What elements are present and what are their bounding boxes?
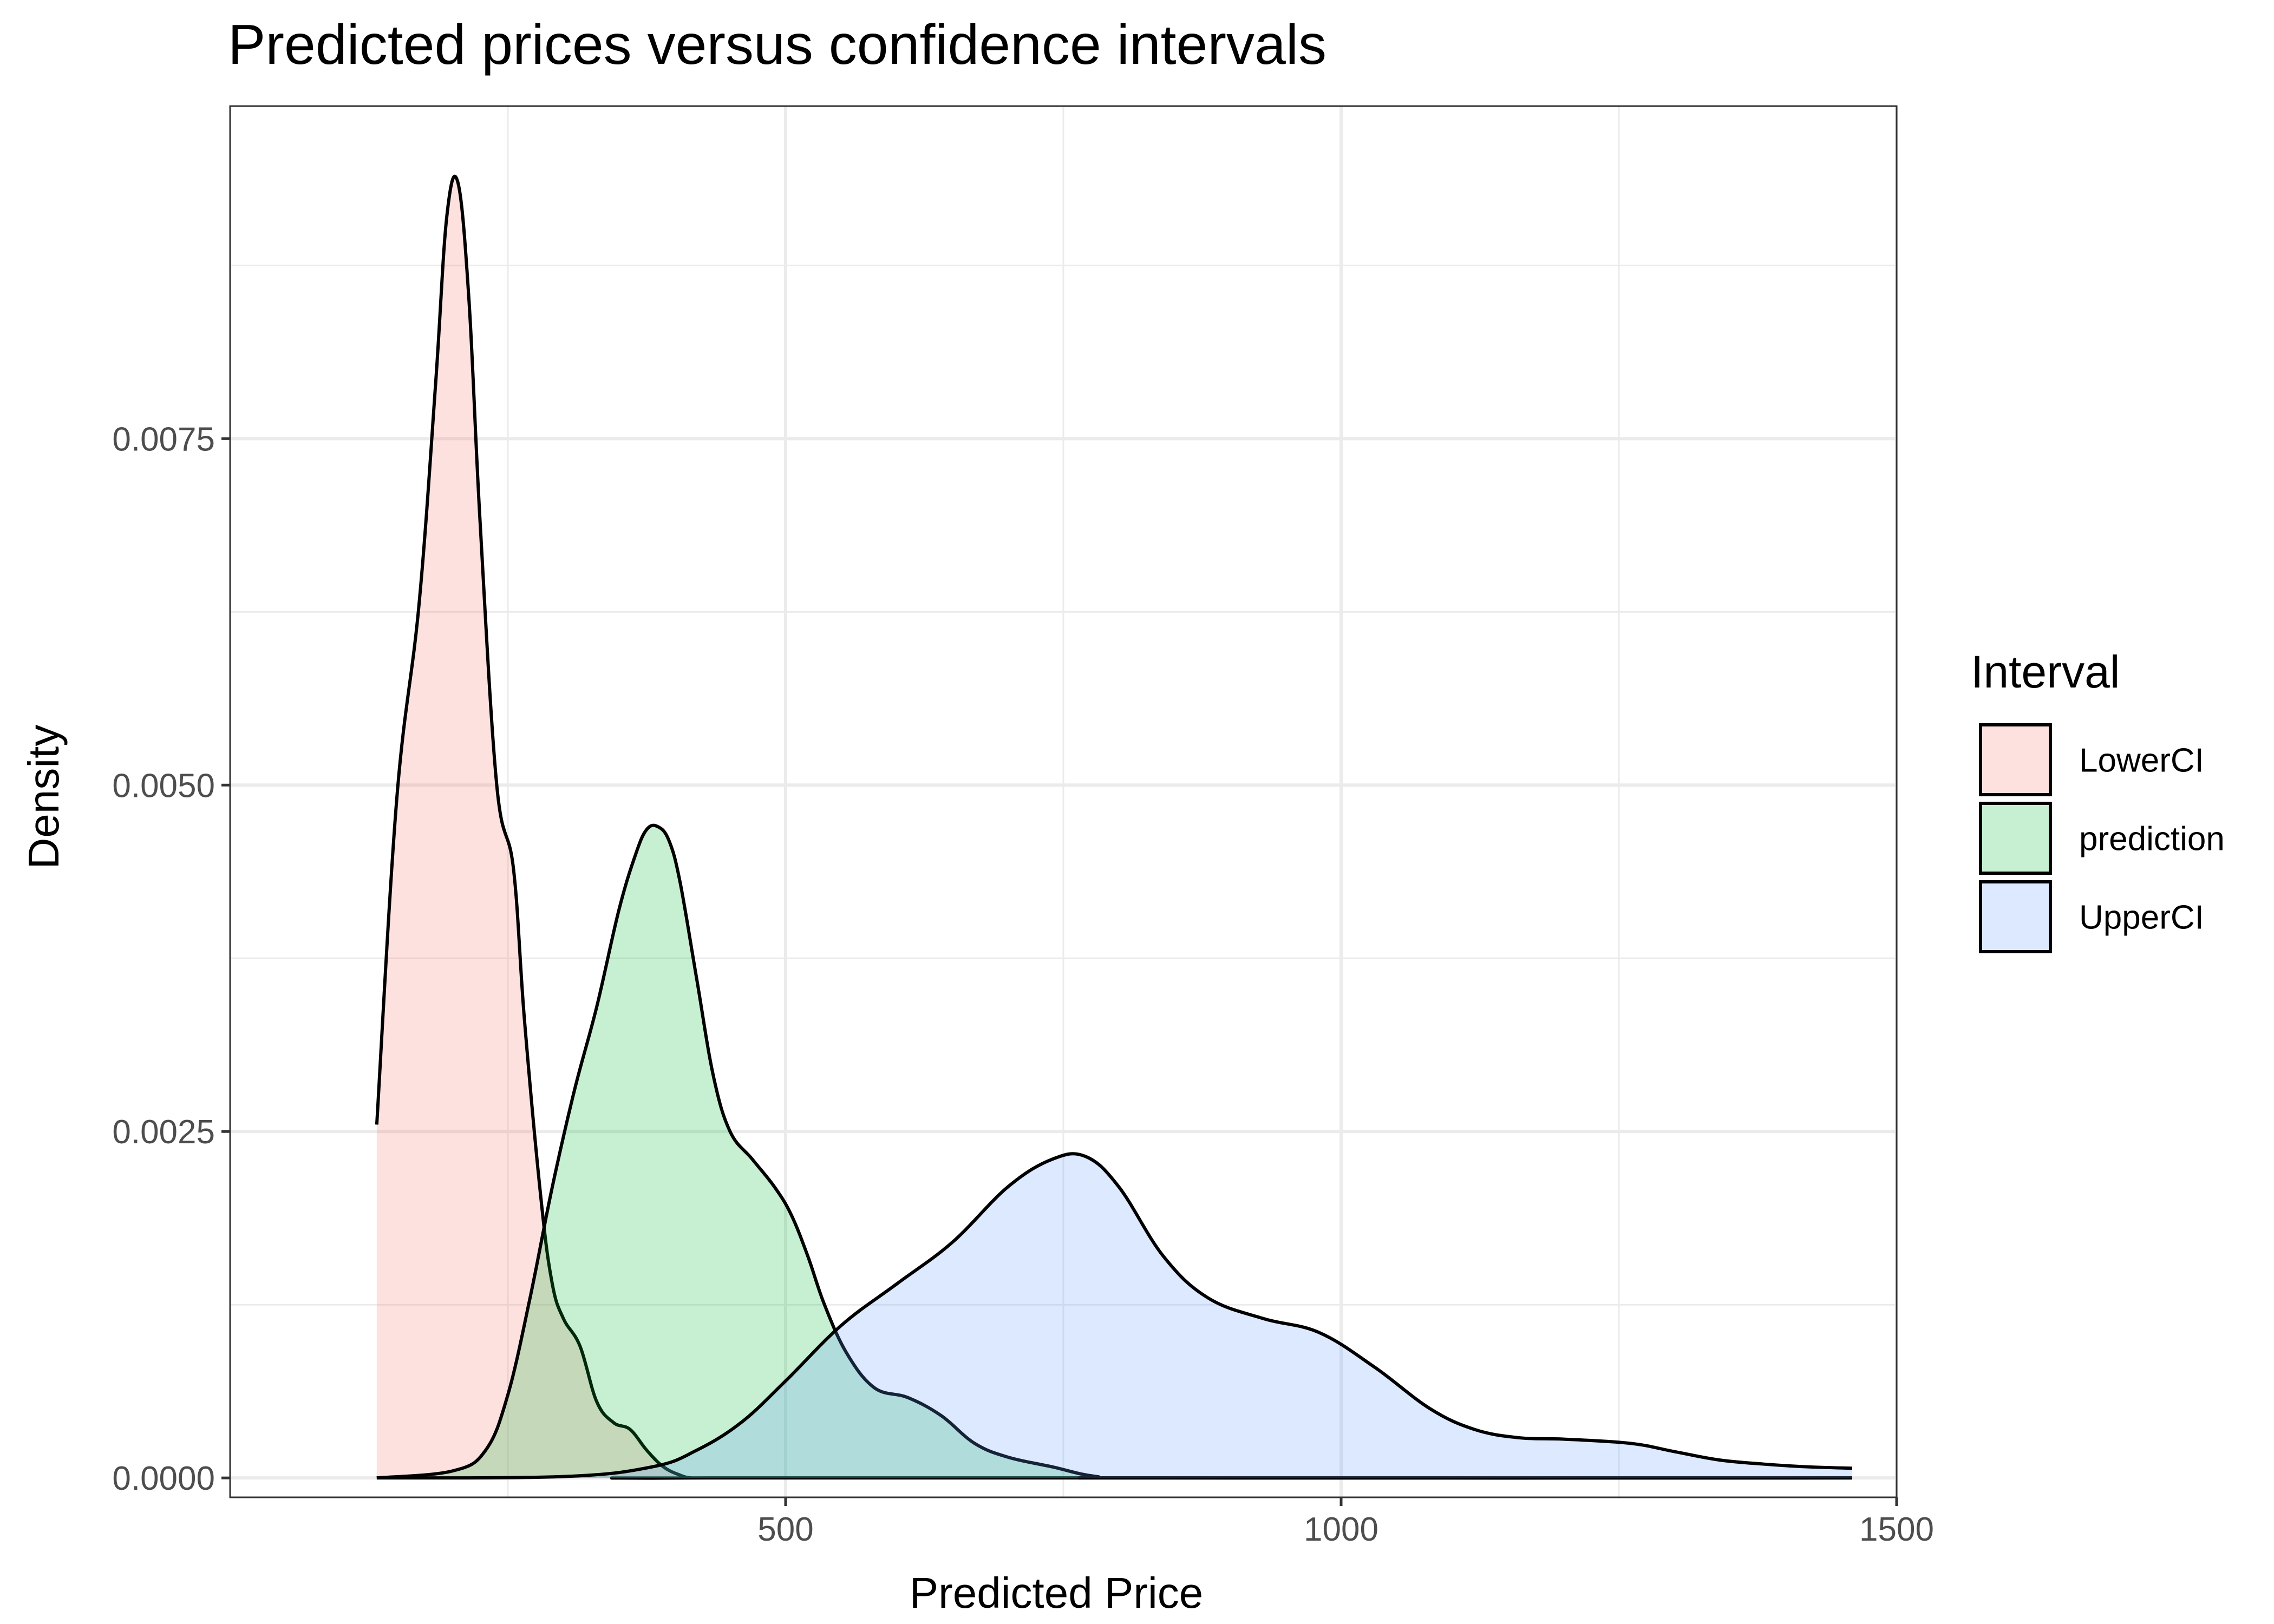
y-tick-label: 0.0050 <box>112 767 215 804</box>
x-tick-label: 500 <box>757 1511 813 1548</box>
chart-title: Predicted prices versus confidence inter… <box>228 14 1327 76</box>
density-area-upperci <box>376 1154 1852 1478</box>
legend: Interval LowerCI prediction UpperCI <box>1971 646 2225 953</box>
y-axis: 0.0000 0.0025 0.0050 0.0075 <box>112 421 230 1497</box>
y-tick-label: 0.0025 <box>112 1114 215 1151</box>
legend-items: LowerCI prediction UpperCI <box>1979 723 2225 953</box>
y-tick-label: 0.0000 <box>112 1460 215 1497</box>
density-area-lowerci <box>376 176 1852 1478</box>
legend-key-prediction <box>1979 802 2052 875</box>
x-axis-title: Predicted Price <box>910 1569 1203 1617</box>
x-tick-label: 1500 <box>1859 1511 1934 1548</box>
y-tick-label: 0.0075 <box>112 421 215 458</box>
density-curve-upperci <box>376 1152 1853 1480</box>
plot-panel <box>229 105 1898 1498</box>
density-curve-prediction <box>376 823 1852 1480</box>
legend-label-lowerci: LowerCI <box>2079 742 2204 780</box>
legend-title: Interval <box>1971 646 2120 697</box>
x-tick-label: 1000 <box>1304 1511 1378 1548</box>
density-area-prediction <box>376 825 1852 1478</box>
density-areas <box>375 174 1853 1480</box>
panel-border <box>229 105 1898 1498</box>
y-axis-title: Density <box>19 725 68 869</box>
density-curve-lowerci <box>375 174 1852 1480</box>
legend-key-lowerci <box>1979 723 2052 796</box>
legend-key-upperci <box>1979 880 2052 953</box>
legend-key-bg-lowerci <box>1979 723 2052 796</box>
legend-label-upperci: UpperCI <box>2079 899 2204 937</box>
minor-gridlines <box>230 106 1897 1497</box>
legend-key-bg-prediction <box>1979 802 2052 875</box>
legend-label-prediction: prediction <box>2079 821 2225 858</box>
legend-key-bg-upperci <box>1979 880 2052 953</box>
x-axis: 500 1000 1500 <box>757 1497 1934 1548</box>
